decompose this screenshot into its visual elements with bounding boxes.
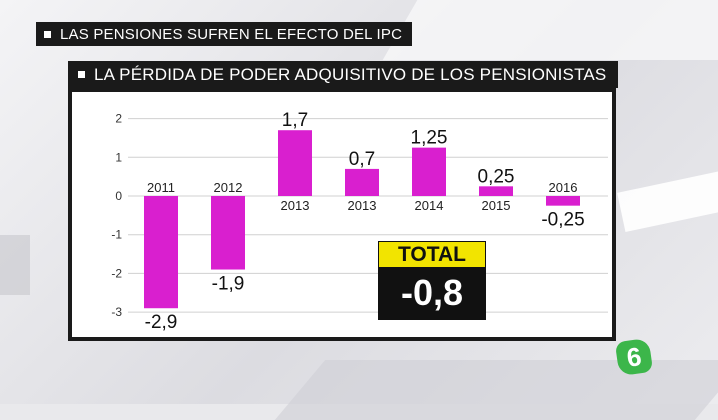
data-label: -0,25 (541, 210, 584, 231)
bar (479, 186, 513, 196)
x-tick-label: 2016 (549, 180, 578, 195)
data-label: 0,7 (349, 149, 375, 170)
y-tick-label: -2 (111, 266, 122, 280)
total-value: -0,8 (379, 267, 485, 319)
x-tick-label: 2013 (281, 198, 310, 213)
y-tick-label: 1 (115, 150, 122, 164)
bar (345, 168, 379, 196)
headline-text: LAS PENSIONES SUFREN EL EFECTO DEL IPC (60, 25, 403, 43)
headline-banner: LAS PENSIONES SUFREN EL EFECTO DEL IPC (36, 22, 413, 46)
x-tick-label: 2011 (147, 180, 175, 195)
y-tick-label: -3 (111, 305, 122, 319)
y-tick-label: 2 (115, 112, 122, 126)
square-bullet-icon (78, 71, 85, 78)
bar (144, 196, 178, 309)
x-tick-label: 2012 (214, 180, 243, 195)
square-bullet-icon (44, 30, 51, 38)
chart-title-banner: LA PÉRDIDA DE PODER ADQUISITIVO DE LOS P… (68, 61, 619, 88)
bar (278, 130, 312, 196)
total-label: TOTAL (379, 242, 485, 267)
data-label: 0,25 (478, 166, 515, 187)
bar (211, 196, 245, 270)
chart-title: LA PÉRDIDA DE PODER ADQUISITIVO DE LOS P… (94, 64, 607, 84)
data-label: -2,9 (145, 312, 178, 333)
background-shape (0, 235, 30, 295)
x-tick-label: 2014 (415, 198, 444, 213)
data-label: 1,25 (411, 128, 448, 149)
x-tick-label: 2013 (348, 198, 377, 213)
total-box: TOTAL -0,8 (379, 242, 485, 319)
bar-chart: 2 1 0 -1 -2 -3 2011 -2,9 2012 -1,9 2013 1,7 2013 0,7 2… (111, 110, 608, 333)
data-label: 1,7 (282, 110, 308, 131)
y-tick-label: 0 (115, 189, 122, 203)
bar (546, 196, 580, 206)
x-tick-label: 2015 (482, 198, 511, 213)
y-tick-label: -1 (111, 228, 122, 242)
data-label: -1,9 (212, 274, 245, 295)
bar (412, 147, 446, 196)
